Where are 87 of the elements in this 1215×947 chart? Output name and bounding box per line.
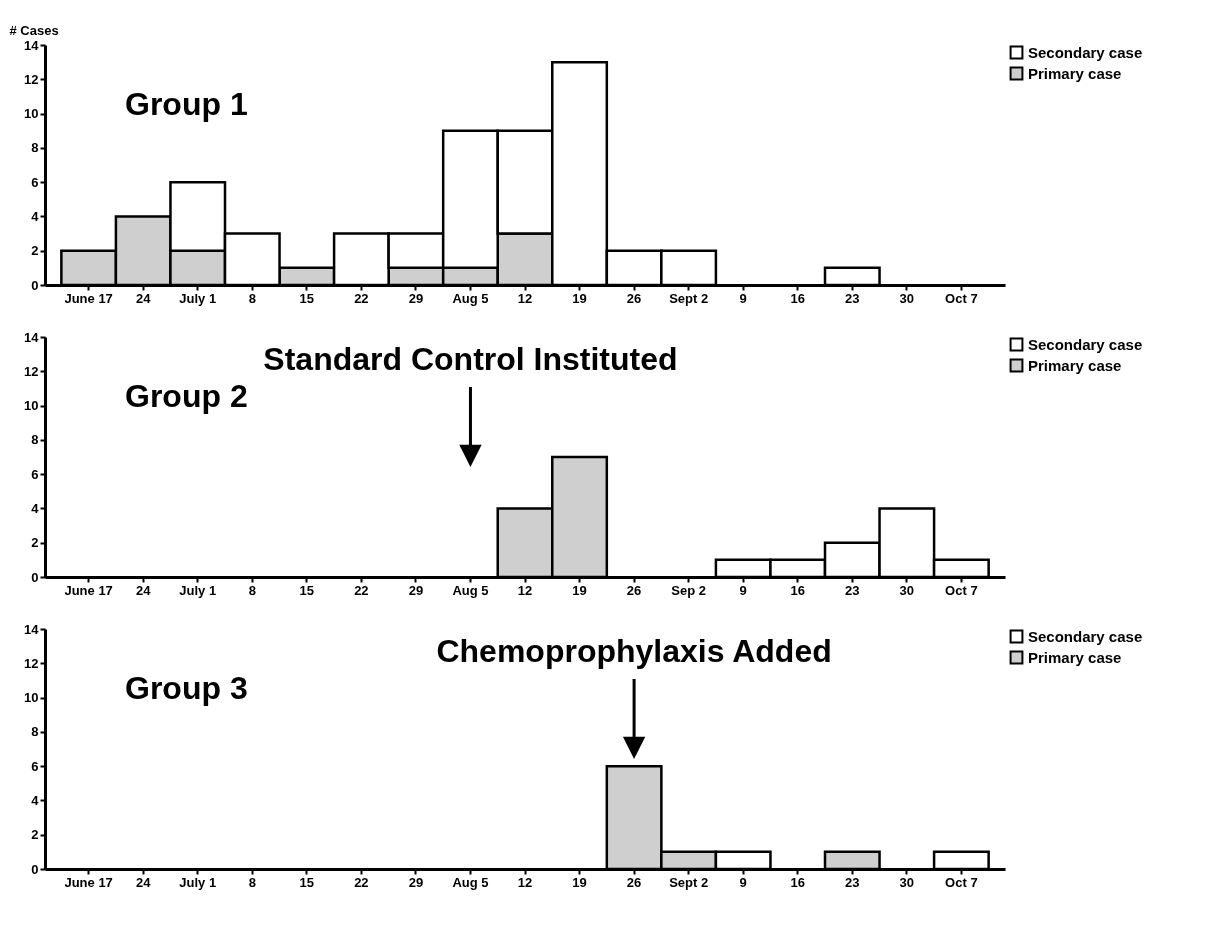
annotation: Chemoprophylaxis Added (436, 633, 832, 669)
y-tick-label: 8 (31, 724, 39, 740)
x-tick-label: 29 (408, 290, 424, 306)
y-tick-label: 14 (24, 37, 40, 53)
x-tick-label: 23 (845, 290, 860, 306)
y-tick-label: 4 (31, 792, 40, 808)
x-tick-label: 30 (899, 290, 915, 306)
y-tick-label: 14 (24, 329, 40, 345)
x-tick-label: 16 (790, 874, 805, 890)
y-tick-label: 12 (24, 655, 39, 671)
annotation: Group 2 (125, 378, 248, 414)
x-tick-label: 22 (354, 290, 369, 306)
x-tick-label: 9 (739, 874, 747, 890)
y-tick-label: 10 (24, 690, 39, 706)
x-tick-label: 29 (408, 874, 424, 890)
x-tick-label: 29 (408, 582, 424, 598)
y-tick-label: 2 (31, 827, 39, 843)
x-tick-label: 12 (517, 874, 533, 890)
x-tick-label: 22 (354, 874, 369, 890)
x-tick-label: July 1 (179, 874, 217, 890)
x-tick-label: July 1 (179, 582, 217, 598)
y-tick-label: 6 (31, 174, 39, 190)
x-tick-label: 9 (739, 290, 747, 306)
y-tick-label: 10 (24, 398, 39, 414)
x-tick-label: 30 (899, 874, 915, 890)
x-tick-label: 26 (626, 582, 642, 598)
x-tick-label: 16 (790, 290, 805, 306)
legend-label: Secondary case (1028, 43, 1143, 61)
x-tick-label: 15 (299, 290, 315, 306)
x-tick-label: Oct 7 (945, 874, 978, 890)
legend-label: Secondary case (1028, 335, 1143, 353)
x-tick-label: 26 (626, 874, 642, 890)
y-tick-label: 14 (24, 621, 40, 637)
y-tick-label: 0 (31, 277, 39, 293)
x-tick-label: 22 (354, 582, 369, 598)
x-tick-label: Sept 2 (669, 874, 709, 890)
y-tick-label: 0 (31, 569, 39, 585)
x-tick-label: 23 (845, 874, 860, 890)
y-tick-label: 8 (31, 140, 39, 156)
x-tick-label: 24 (135, 582, 152, 598)
x-tick-label: 12 (517, 582, 533, 598)
y-tick-label: 12 (24, 363, 39, 379)
annotation: Group 3 (125, 670, 248, 706)
x-tick-label: 15 (299, 582, 315, 598)
legend-label: Primary case (1028, 356, 1122, 374)
x-tick-label: 8 (248, 582, 256, 598)
y-tick-label: 2 (31, 535, 39, 551)
x-tick-label: Aug 5 (452, 290, 489, 306)
x-tick-label: June 17 (64, 874, 113, 890)
y-tick-label: 0 (31, 861, 39, 877)
legend-label: Primary case (1028, 64, 1122, 82)
x-tick-label: 24 (135, 290, 152, 306)
x-tick-label: Aug 5 (452, 582, 489, 598)
x-tick-label: June 17 (64, 582, 113, 598)
x-tick-label: 8 (248, 290, 256, 306)
y-tick-label: 12 (24, 71, 39, 87)
x-tick-label: 26 (626, 290, 642, 306)
x-tick-label: 16 (790, 582, 805, 598)
x-tick-label: Oct 7 (945, 290, 978, 306)
y-tick-label: 4 (31, 500, 40, 516)
y-tick-label: 10 (24, 106, 39, 122)
y-axis-title: # Cases (9, 22, 59, 38)
x-tick-label: June 17 (64, 290, 113, 306)
y-tick-label: 4 (31, 208, 40, 224)
x-tick-label: July 1 (179, 290, 217, 306)
legend-label: Secondary case (1028, 627, 1143, 645)
legend-label: Primary case (1028, 648, 1122, 666)
y-tick-label: 8 (31, 432, 39, 448)
annotation: Standard Control Instituted (263, 341, 678, 377)
annotation: Group 1 (125, 86, 248, 122)
x-tick-label: Aug 5 (452, 874, 489, 890)
x-tick-label: 19 (572, 290, 587, 306)
x-tick-label: 15 (299, 874, 315, 890)
y-tick-label: 2 (31, 243, 39, 259)
x-tick-label: 23 (845, 582, 860, 598)
x-tick-label: 8 (248, 874, 256, 890)
x-tick-label: 12 (517, 290, 533, 306)
y-tick-label: 6 (31, 466, 39, 482)
x-tick-label: 19 (572, 874, 587, 890)
x-tick-label: Oct 7 (945, 582, 978, 598)
x-tick-label: Sept 2 (669, 290, 709, 306)
x-tick-label: 24 (135, 874, 152, 890)
x-tick-label: 19 (572, 582, 587, 598)
x-tick-label: 30 (899, 582, 915, 598)
y-tick-label: 6 (31, 758, 39, 774)
x-tick-label: Sep 2 (671, 582, 706, 598)
x-tick-label: 9 (739, 582, 747, 598)
